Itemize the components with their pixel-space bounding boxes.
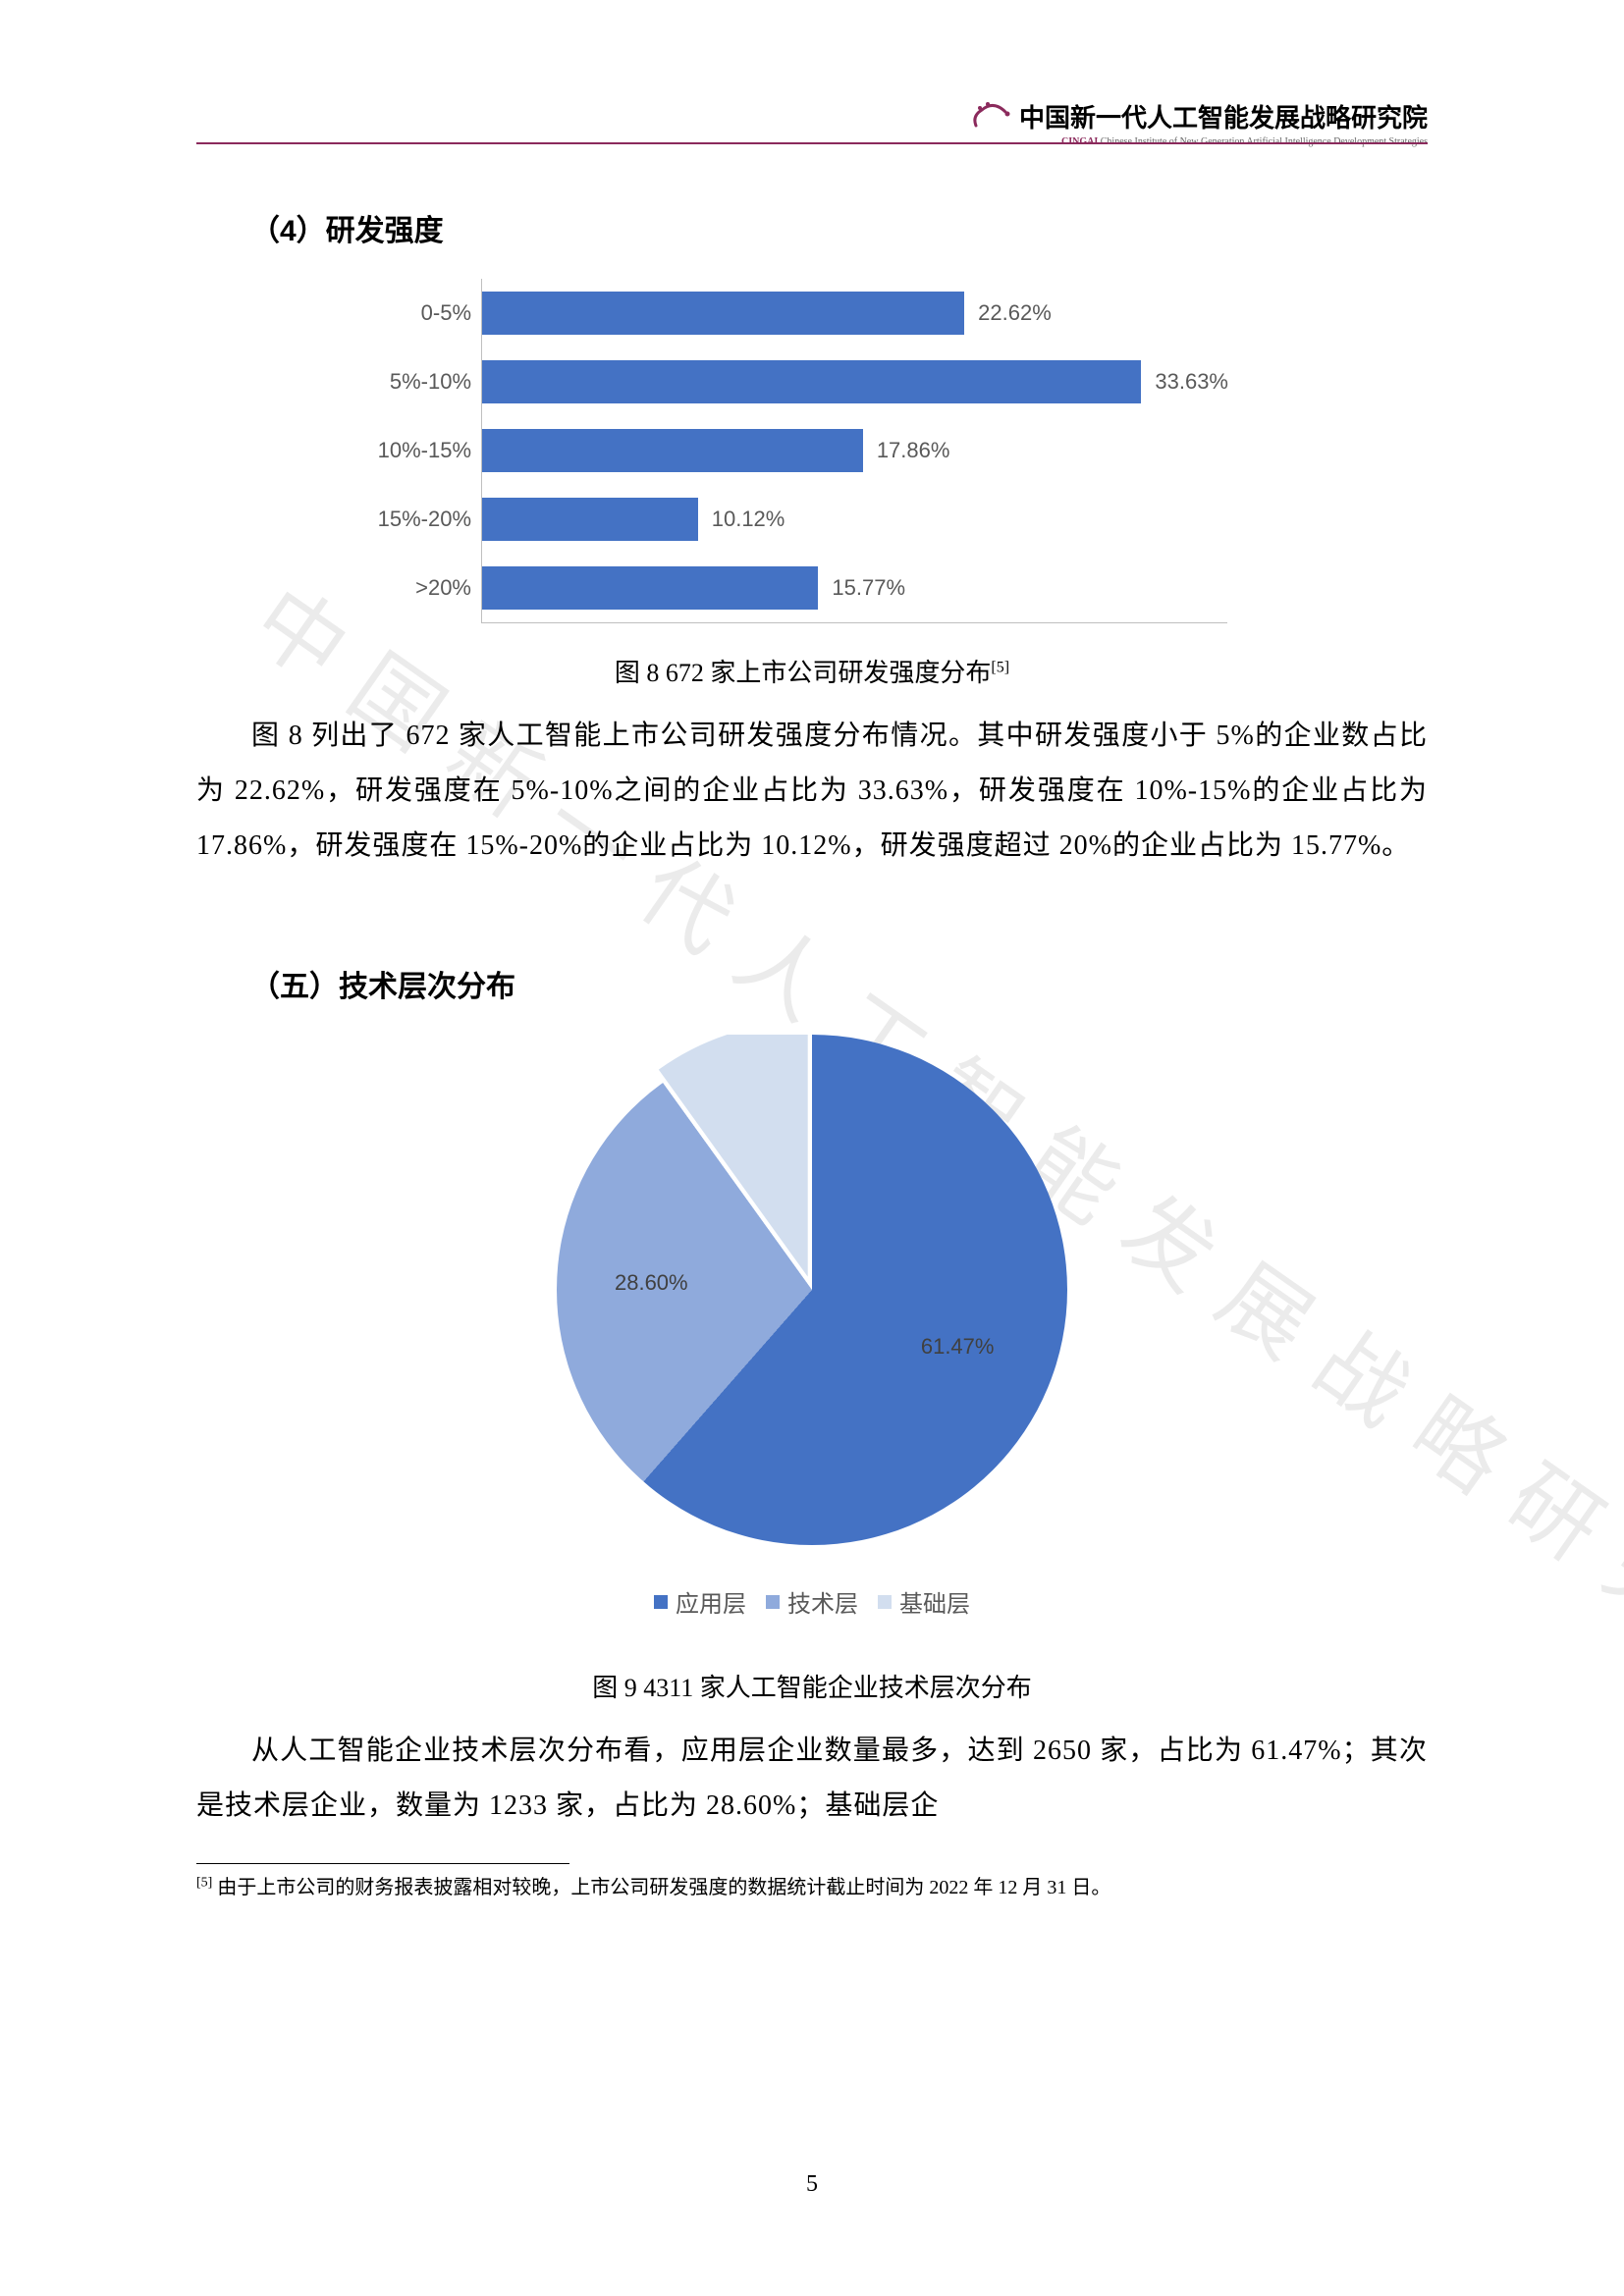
page-header: 中国新一代人工智能发展战略研究院 CINGAI Chinese Institut… [970,98,1428,147]
legend-item: 技术层 [766,1584,858,1619]
org-logo-icon [970,102,1013,132]
bar-row: 15%-20% 10.12% [353,485,1329,554]
legend-swatch [654,1595,668,1609]
bar-category-label: 15%-20% [353,507,481,532]
bar [482,498,698,541]
bar-row: 0-5% 22.62% [353,279,1329,347]
org-name-cn: 中国新一代人工智能发展战略研究院 [1019,98,1428,134]
legend-swatch [878,1595,892,1609]
bar [482,360,1141,403]
figure-9-caption: 图 9 4311 家人工智能企业技术层次分布 [196,1668,1428,1704]
pie-slice-label: 28.60% [615,1270,688,1296]
bar-category-label: 10%-15% [353,438,481,463]
pie-slice-label: 61.47% [921,1334,995,1360]
legend-swatch [766,1595,780,1609]
figure-8-caption: 图 8 672 家上市公司研发强度分布[5] [196,653,1428,689]
legend-label: 技术层 [787,1584,858,1619]
bar-category-label: 5%-10% [353,369,481,395]
section-5-title: （五）技术层次分布 [250,962,1428,1005]
pie-slice-label: 9.93% [720,1114,781,1140]
legend-item: 基础层 [878,1584,970,1619]
bar-chart-rd-intensity: 0-5% 22.62% 5%-10% 33.63% 10%-15% 17.86% 15%-2… [353,279,1329,623]
bar [482,429,863,472]
bar-value-label: 10.12% [712,507,785,532]
footnote-rule [196,1863,569,1864]
paragraph-fig8: 图 8 列出了 672 家人工智能上市公司研发强度分布情况。其中研发强度小于 5… [196,709,1428,874]
bar-row: 5%-10% 33.63% [353,347,1329,416]
bar-value-label: 15.77% [832,575,905,601]
legend-label: 应用层 [676,1584,746,1619]
bar-row: >20% 15.77% [353,554,1329,622]
bar-category-label: >20% [353,575,481,601]
bar-value-label: 33.63% [1155,369,1228,395]
pie-chart-tech-layers: 61.47% 28.60% 9.93% [557,1035,1067,1545]
pie-legend: 应用层 技术层 基础层 [196,1584,1428,1619]
bar-category-label: 0-5% [353,300,481,326]
footnote-5: [5] 由于上市公司的财务报表披露相对较晚，上市公司研发强度的数据统计截止时间为… [196,1872,1428,1903]
bar-value-label: 17.86% [877,438,950,463]
section-4-title: （4）研发强度 [250,206,1428,249]
header-rule [196,142,1428,144]
bar-value-label: 22.62% [978,300,1052,326]
bar-row: 10%-15% 17.86% [353,416,1329,485]
page-number: 5 [0,2171,1624,2198]
bar [482,566,818,610]
paragraph-fig9: 从人工智能企业技术层次分布看，应用层企业数量最多，达到 2650 家，占比为 6… [196,1724,1428,1834]
legend-label: 基础层 [899,1584,970,1619]
legend-item: 应用层 [654,1584,746,1619]
bar [482,292,964,335]
